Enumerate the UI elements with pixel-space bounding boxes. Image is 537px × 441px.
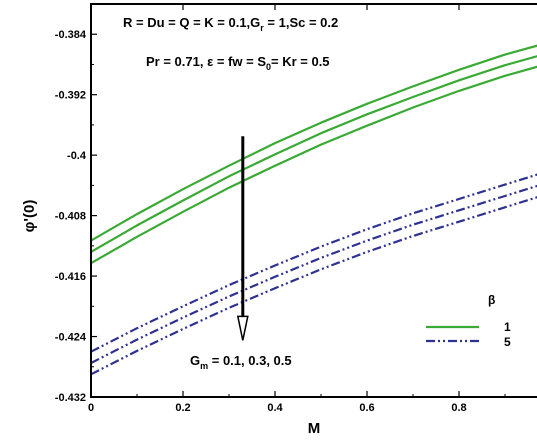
x-tick-label: 0.2	[175, 402, 190, 414]
series-line-beta-1-gm-0.5	[91, 65, 537, 265]
x-axis-title: M	[308, 420, 321, 437]
legend-label-beta-5: 5	[504, 335, 511, 349]
legend-label-beta-1: 1	[504, 320, 511, 334]
y-tick-label: -0.408	[55, 211, 86, 223]
params-line-2: Pr = 0.71, ε = fw = S0= Kr = 0.5	[146, 54, 330, 72]
y-tick-label: -0.384	[55, 29, 87, 41]
y-tick-label: -0.424	[55, 332, 87, 344]
trend-arrow	[236, 136, 249, 341]
y-tick-label: -0.392	[55, 90, 86, 102]
y-tick-label: -0.432	[55, 392, 86, 404]
params-line-1: R = Du = Q = K = 0.1,Gr = 1,Sc = 0.2	[123, 15, 338, 33]
y-tick-label: -0.4	[67, 150, 87, 162]
series-layer	[91, 44, 537, 376]
series-line-beta-1-gm-0.1	[91, 44, 537, 242]
legend: β 1 5	[426, 293, 511, 349]
x-tick-label: 0.6	[359, 402, 374, 414]
y-tick-label: -0.416	[55, 271, 86, 283]
ticks-layer: 00.20.40.60.81-0.432-0.424-0.416-0.408-0…	[55, 4, 506, 414]
arrow-head	[236, 315, 249, 341]
legend-title: β	[488, 293, 495, 307]
gm-label: Gm = 0.1, 0.3, 0.5	[190, 353, 292, 371]
x-tick-label: 0.4	[267, 402, 283, 414]
x-tick-label: 0.8	[451, 402, 466, 414]
x-tick-label: 0	[88, 402, 94, 414]
y-axis-title: φ'(0)	[21, 200, 38, 233]
series-line-beta-1-gm-0.3	[91, 55, 537, 253]
series-line-beta-5-gm-0.5	[91, 196, 537, 376]
